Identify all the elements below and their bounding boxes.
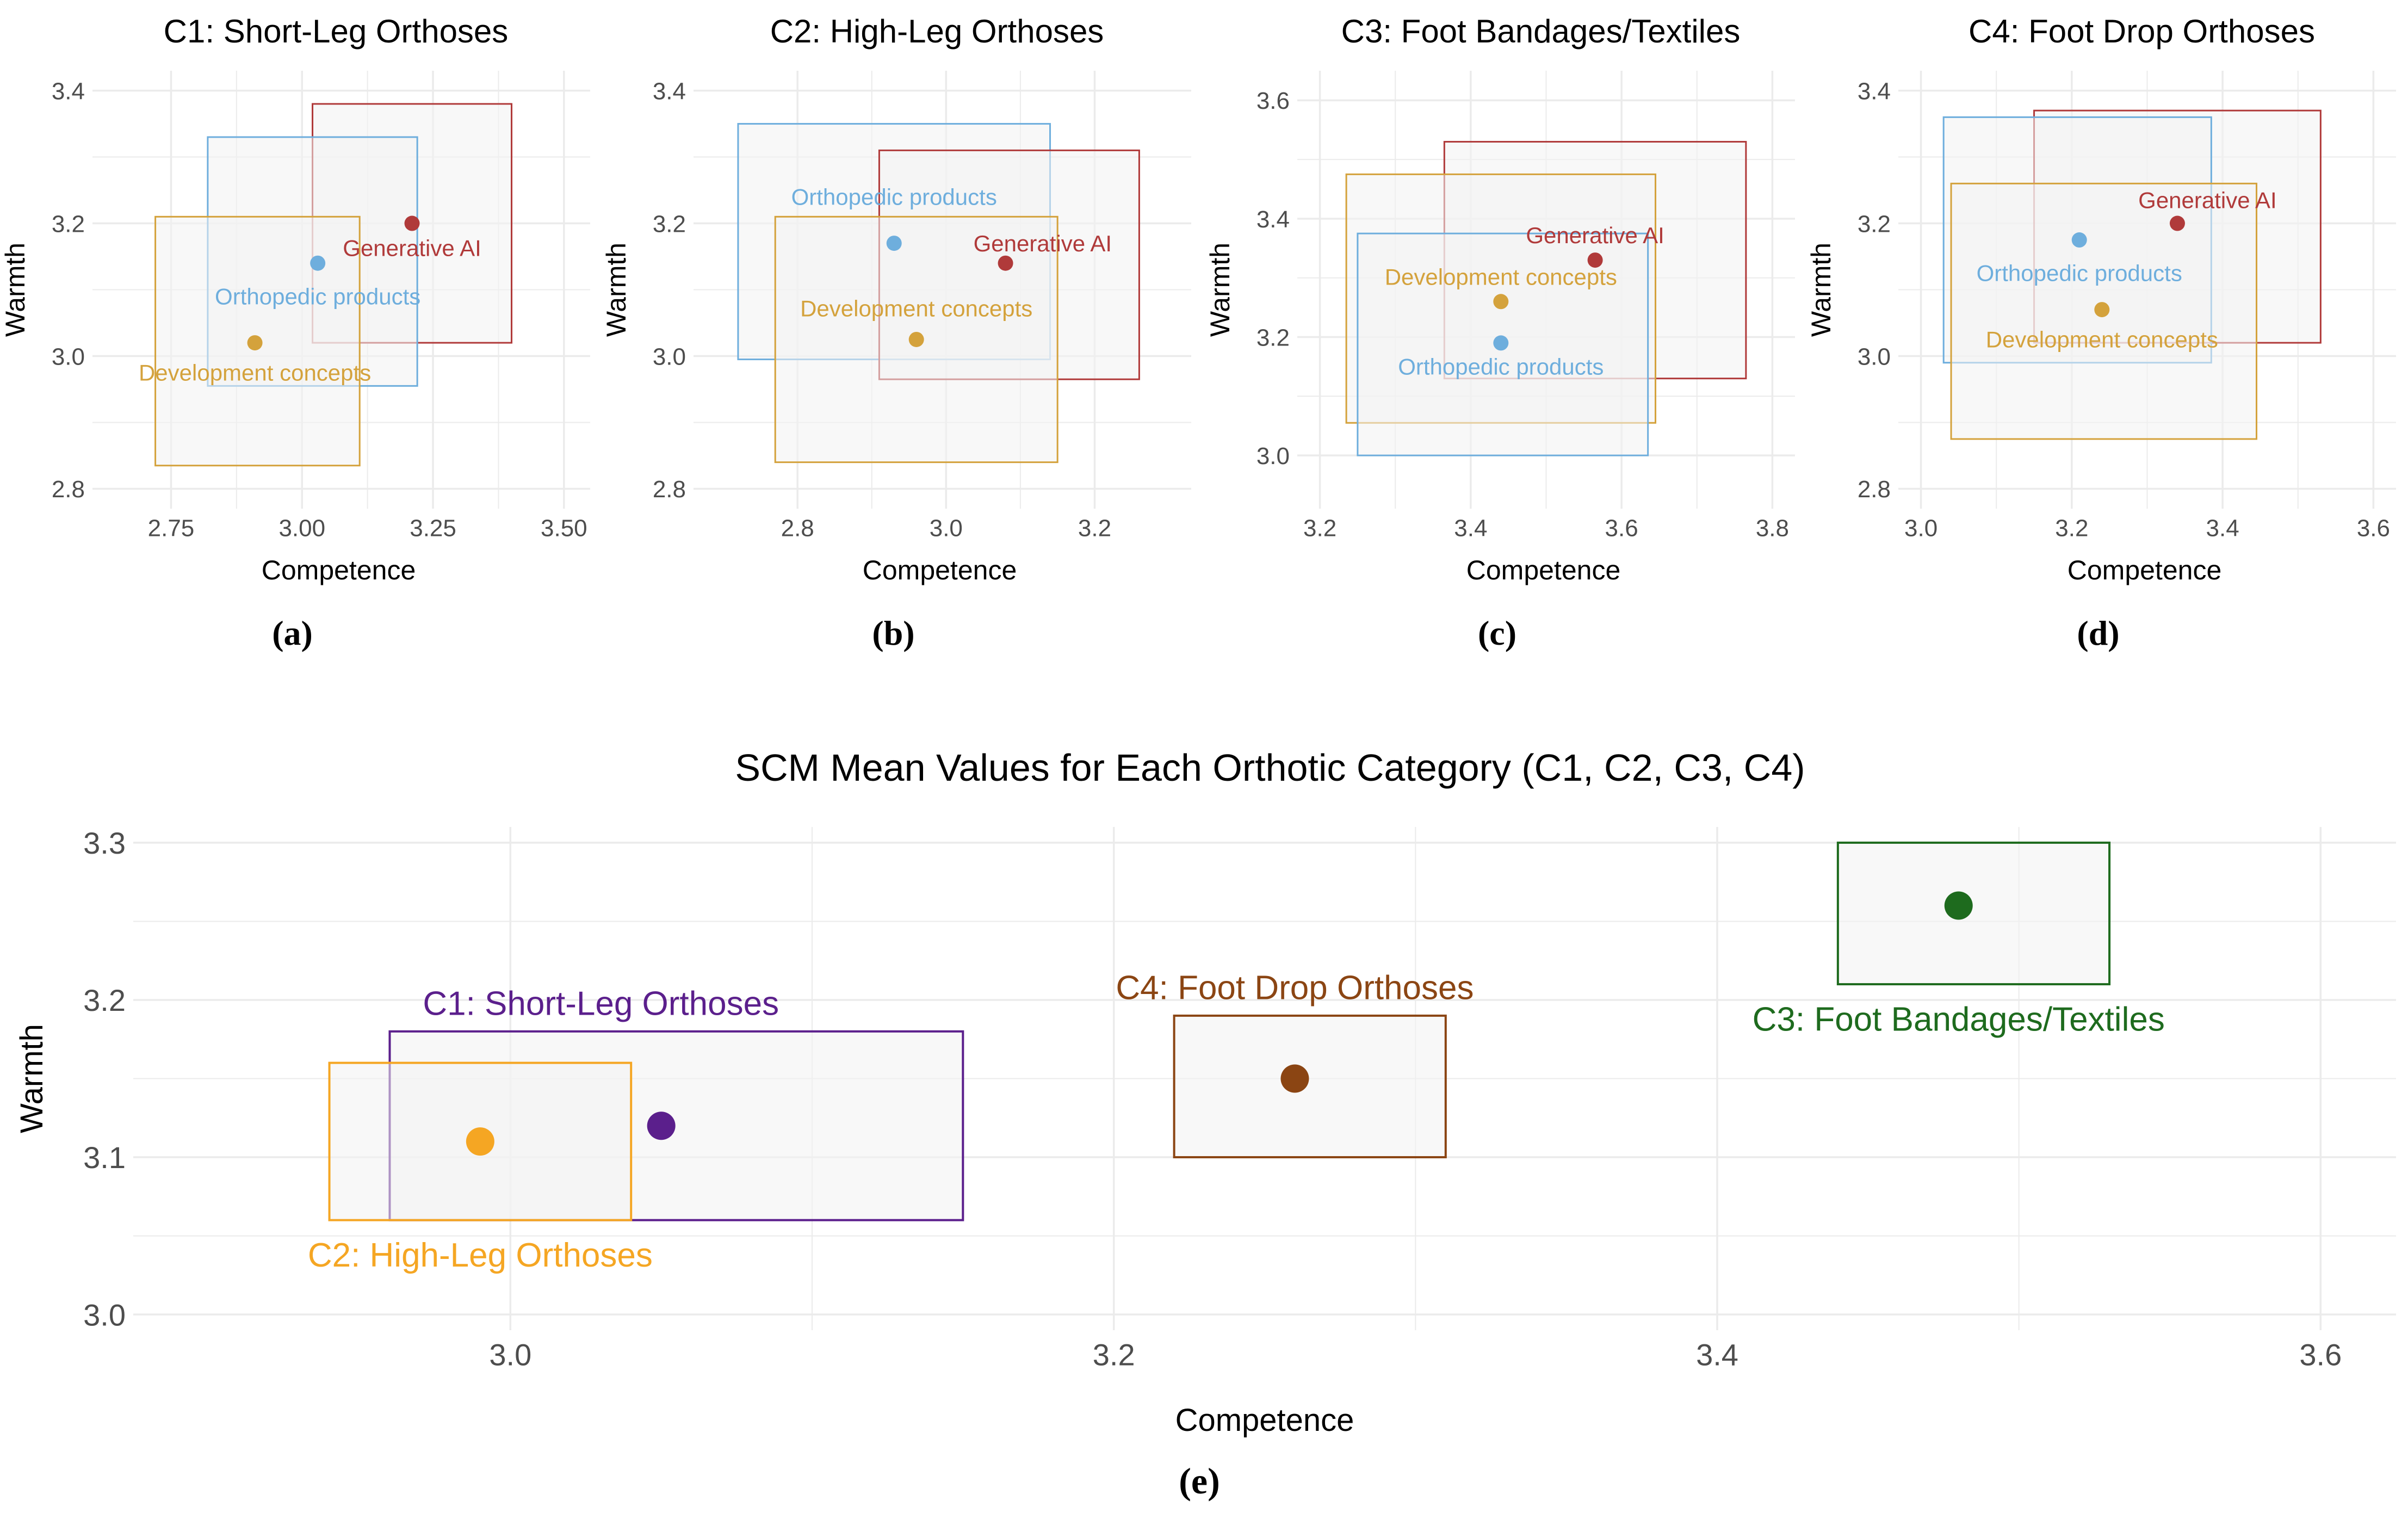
series-label-c3: C3: Foot Bandages/Textiles xyxy=(1753,1001,2165,1038)
y-tick-label: 3.4 xyxy=(1256,206,1290,233)
x-tick-label: 3.0 xyxy=(930,515,963,542)
x-tick-label: 3.4 xyxy=(2206,515,2239,542)
y-tick-label: 3.0 xyxy=(52,343,85,370)
point-development xyxy=(908,331,924,347)
x-tick-label: 3.00 xyxy=(278,515,325,542)
series-label-generative_ai: Generative AI xyxy=(974,231,1112,256)
chart-title: C3: Foot Bandages/Textiles xyxy=(1341,13,1741,50)
point-orthopedic xyxy=(1493,335,1509,351)
series-label-orthopedic: Orthopedic products xyxy=(791,184,997,209)
series-label-development: Development concepts xyxy=(800,295,1032,321)
series-label-generative_ai: Generative AI xyxy=(2138,188,2276,213)
y-axis-label: Warmth xyxy=(0,243,30,337)
x-axis-label: Competence xyxy=(1175,1403,1354,1438)
chart-title: SCM Mean Values for Each Orthotic Catego… xyxy=(735,746,1805,789)
series-label-c4: C4: Foot Drop Orthoses xyxy=(1116,970,1474,1007)
y-tick-label: 3.0 xyxy=(83,1298,126,1332)
panel-label: (c) xyxy=(1478,614,1516,652)
x-tick-label: 3.2 xyxy=(1078,515,1111,542)
y-tick-label: 2.8 xyxy=(1858,476,1891,503)
x-axis-label: Competence xyxy=(2067,555,2222,585)
x-axis-label: Competence xyxy=(262,555,416,585)
series-label-generative_ai: Generative AI xyxy=(1526,223,1664,248)
y-axis-label: Warmth xyxy=(601,243,632,337)
y-tick-label: 3.2 xyxy=(1858,211,1891,237)
point-c2 xyxy=(466,1127,494,1156)
y-tick-label: 3.2 xyxy=(653,211,686,237)
range-box-c3 xyxy=(1836,841,2111,986)
series-label-orthopedic: Orthopedic products xyxy=(1398,354,1604,380)
point-c4 xyxy=(1280,1064,1309,1093)
range-box-c4 xyxy=(1173,1014,1447,1159)
y-axis-label: Warmth xyxy=(1806,243,1836,337)
point-development xyxy=(1493,294,1509,310)
chart-panel-b: 2.8 3.0 3.2 2.8 3.0 3.2 3.4 Orthopedic products… xyxy=(601,13,1191,652)
point-orthopedic xyxy=(886,236,902,251)
chart-title: C1: Short-Leg Orthoses xyxy=(164,13,509,50)
x-tick-label: 3.0 xyxy=(1904,515,1937,542)
x-tick-label: 3.8 xyxy=(1756,515,1789,542)
chart-title: C2: High-Leg Orthoses xyxy=(770,13,1104,50)
x-tick-label: 3.2 xyxy=(1303,515,1336,542)
x-axis-label: Competence xyxy=(863,555,1017,585)
y-axis-label: Warmth xyxy=(14,1024,49,1133)
x-tick-label: 3.2 xyxy=(1093,1337,1135,1372)
x-tick-label: 3.6 xyxy=(2357,515,2390,542)
y-tick-label: 3.0 xyxy=(1858,343,1891,370)
x-axis-label: Competence xyxy=(1466,555,1621,585)
point-development xyxy=(247,335,263,351)
y-tick-label: 3.4 xyxy=(653,78,686,104)
x-tick-label: 3.50 xyxy=(541,515,587,542)
point-generative_ai xyxy=(404,215,420,231)
y-axis-label: Warmth xyxy=(1205,243,1235,337)
point-orthopedic xyxy=(2071,232,2087,248)
y-tick-label: 3.4 xyxy=(52,78,85,104)
y-tick-label: 3.4 xyxy=(1858,78,1891,104)
series-label-development: Development concepts xyxy=(139,360,371,386)
x-tick-label: 3.6 xyxy=(2299,1337,2342,1372)
panel-label: (e) xyxy=(1179,1460,1220,1502)
y-tick-label: 3.0 xyxy=(1256,443,1290,470)
point-orthopedic xyxy=(310,255,326,271)
series-label-development: Development concepts xyxy=(1385,264,1617,289)
y-tick-label: 3.2 xyxy=(52,211,85,237)
y-tick-label: 3.1 xyxy=(83,1140,126,1175)
x-tick-label: 3.25 xyxy=(410,515,456,542)
y-tick-label: 2.8 xyxy=(52,476,85,503)
series-label-development: Development concepts xyxy=(1986,327,2218,353)
panel-label: (a) xyxy=(272,614,313,652)
point-generative_ai xyxy=(2169,215,2185,231)
chart-panel-e: 3.0 3.2 3.4 3.6 3.0 3.1 3.2 3.3 C1: Short-Leg Or… xyxy=(14,746,2396,1502)
series-label-orthopedic: Orthopedic products xyxy=(1977,261,2182,286)
chart-panel-a: 2.75 3.00 3.25 3.50 2.8 3.0 3.2 3.4 Generative A… xyxy=(0,13,590,652)
x-tick-label: 3.4 xyxy=(1454,515,1487,542)
series-label-c1: C1: Short-Leg Orthoses xyxy=(423,985,779,1022)
x-tick-label: 2.75 xyxy=(148,515,195,542)
point-development xyxy=(2094,302,2110,318)
point-generative_ai xyxy=(998,255,1013,271)
point-c3 xyxy=(1944,891,1973,920)
series-label-generative_ai: Generative AI xyxy=(343,235,481,261)
panel-label: (d) xyxy=(2077,614,2119,652)
x-tick-label: 3.4 xyxy=(1696,1337,1738,1372)
panel-label: (b) xyxy=(872,614,914,652)
y-tick-label: 2.8 xyxy=(653,476,686,503)
chart-title: C4: Foot Drop Orthoses xyxy=(1969,13,2315,50)
x-tick-label: 3.2 xyxy=(2055,515,2088,542)
x-tick-label: 2.8 xyxy=(781,515,814,542)
x-tick-label: 3.0 xyxy=(489,1337,531,1372)
series-label-orthopedic: Orthopedic products xyxy=(215,283,420,309)
chart-panel-c: 3.2 3.4 3.6 3.8 3.0 3.2 3.4 3.6 Generative AI Dev… xyxy=(1205,13,1795,652)
point-generative_ai xyxy=(1587,252,1603,268)
chart-panel-d: 3.0 3.2 3.4 3.6 2.8 3.0 3.2 3.4 Generative AI Ort… xyxy=(1806,13,2396,652)
series-label-c2: C2: High-Leg Orthoses xyxy=(308,1237,653,1274)
y-tick-label: 3.2 xyxy=(1256,324,1290,351)
y-tick-label: 3.2 xyxy=(83,983,126,1017)
x-tick-label: 3.6 xyxy=(1605,515,1638,542)
y-tick-label: 3.6 xyxy=(1256,88,1290,114)
y-tick-label: 3.3 xyxy=(83,826,126,860)
y-tick-label: 3.0 xyxy=(653,343,686,370)
point-c1 xyxy=(647,1112,676,1140)
